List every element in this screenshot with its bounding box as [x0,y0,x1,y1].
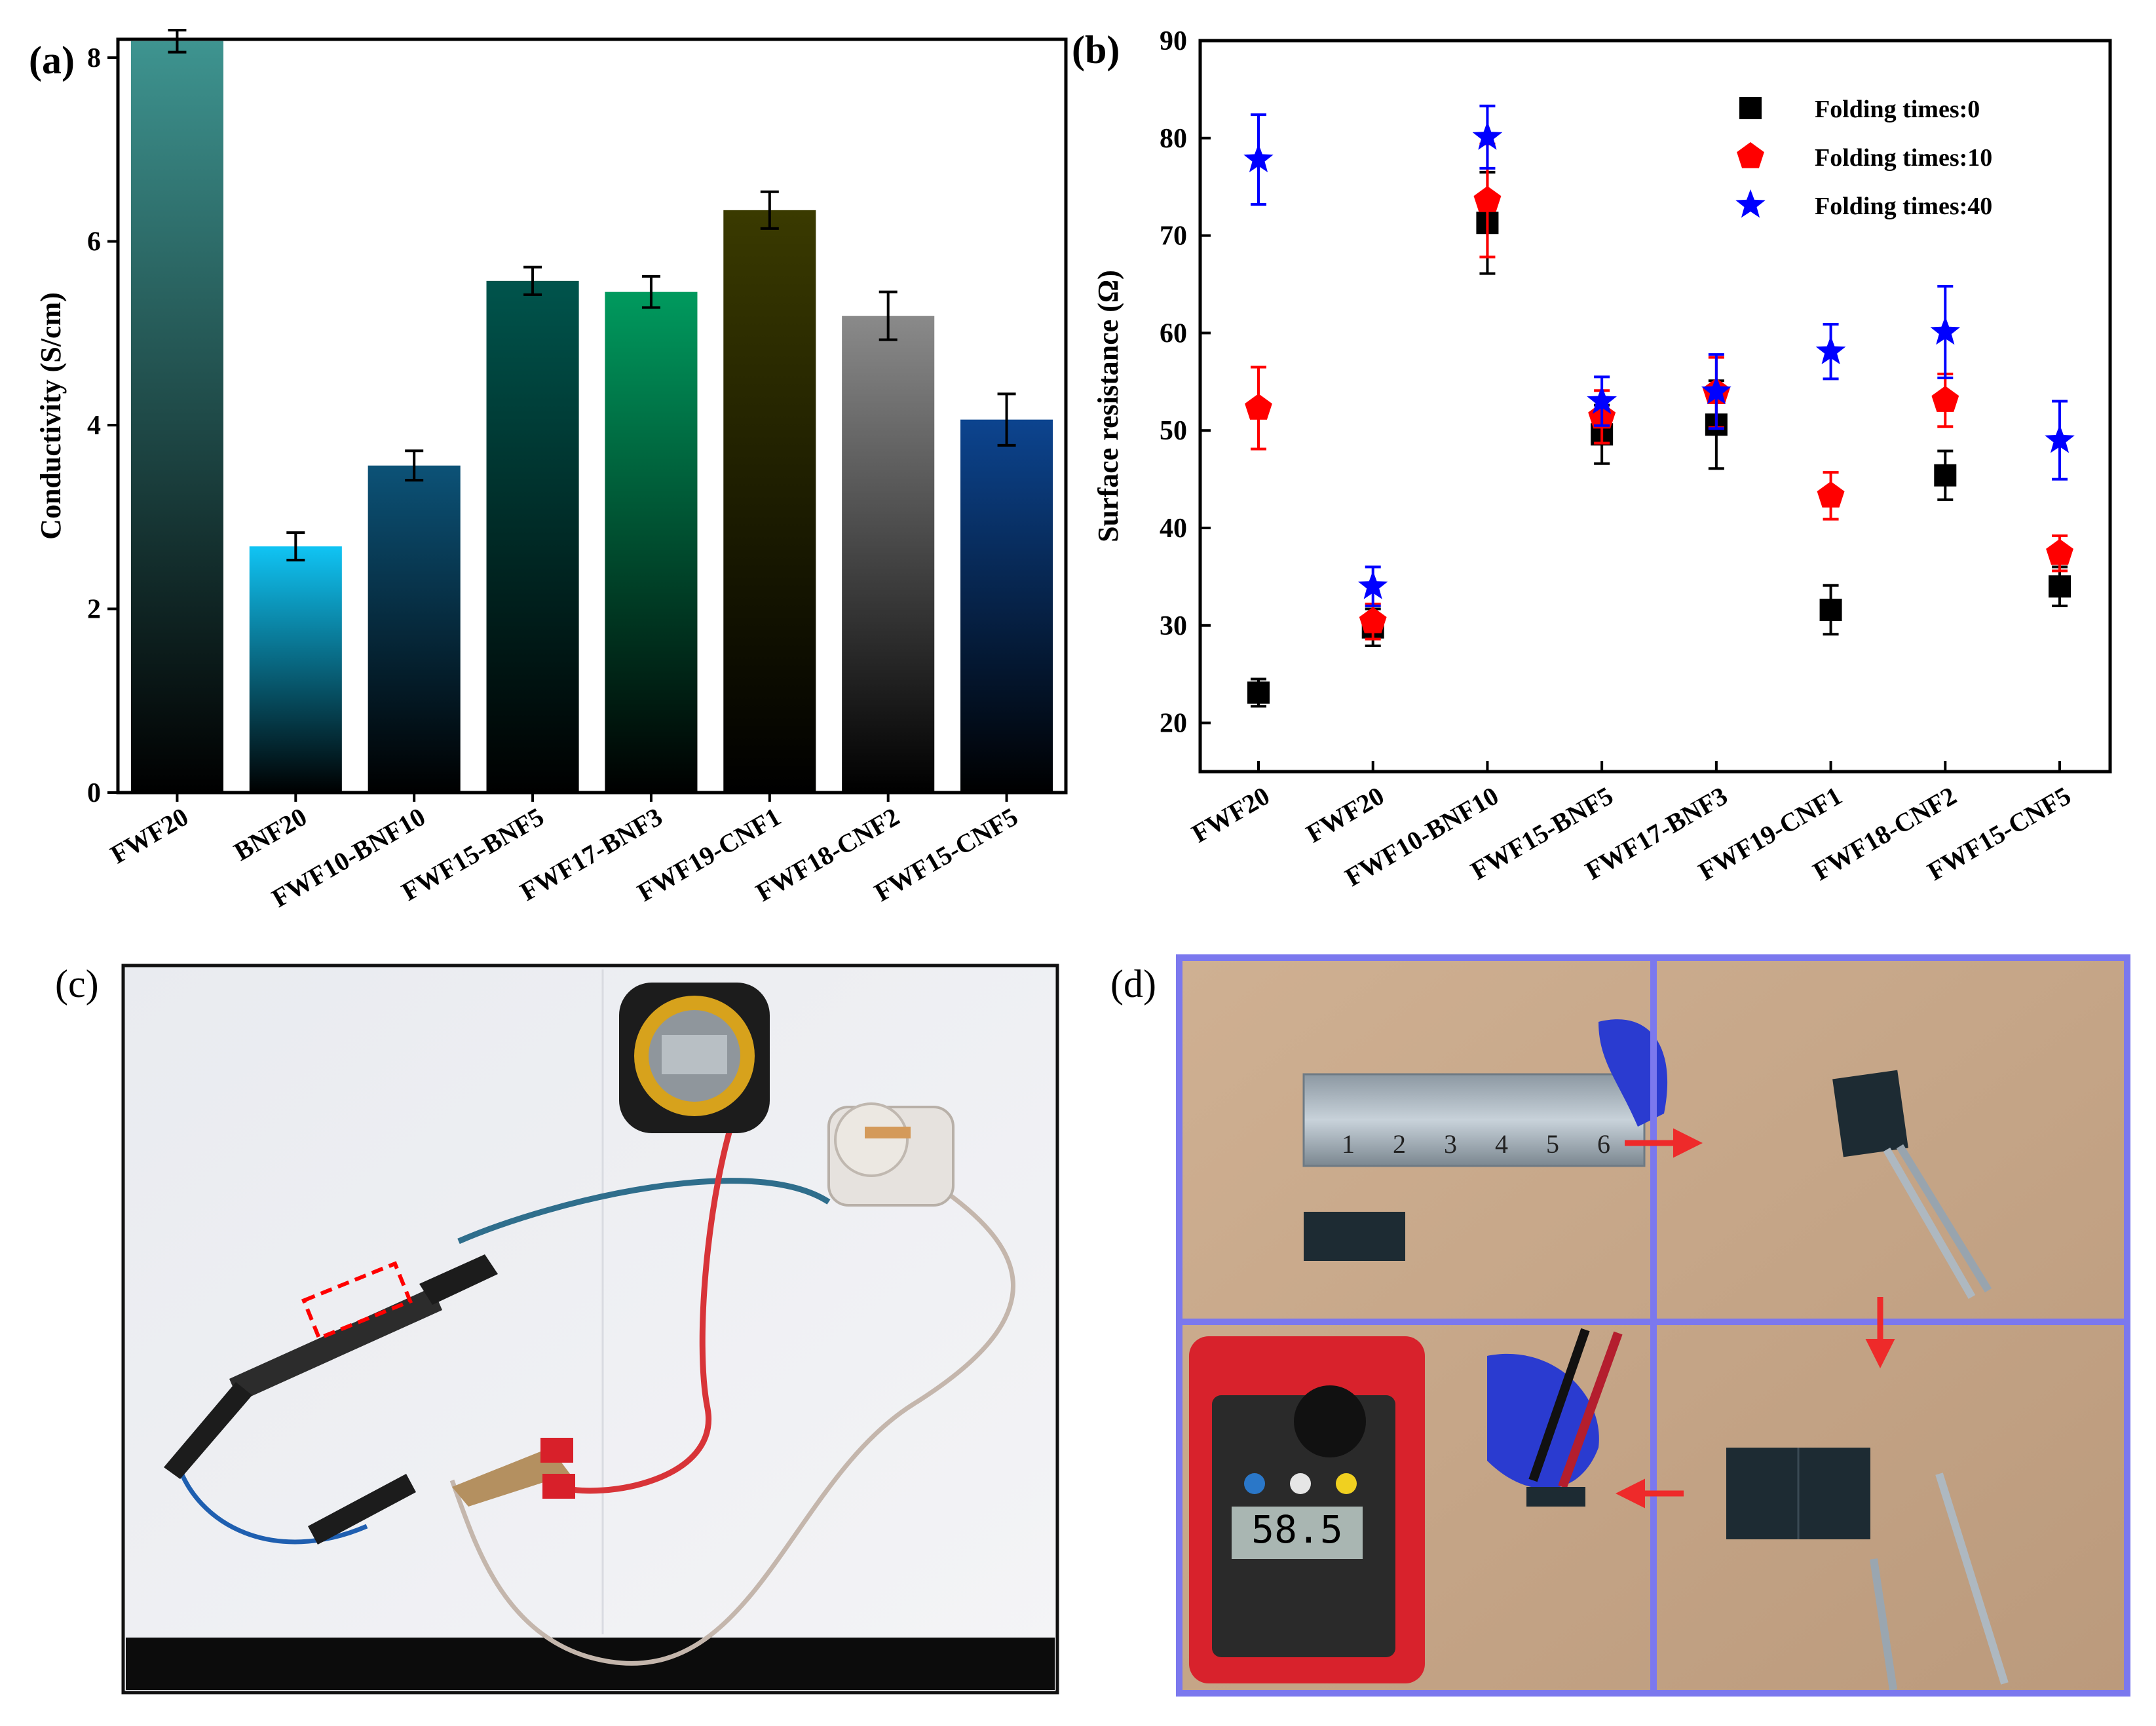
photo-multimeter: 58.5 [1189,1328,1623,1683]
legend-entry: Folding times:0 [1815,96,1980,123]
marker-square [1819,598,1842,621]
y-tick-label: 4 [87,411,101,441]
x-tick-label: FWF20 [105,802,193,869]
marker-star [1815,335,1846,365]
alligator-clip-left [164,1382,252,1479]
ruler-number: 2 [1393,1129,1406,1159]
marker-square [1247,681,1270,704]
x-tick-label: FWF20 [1301,781,1389,848]
y-tick-label: 2 [87,595,101,625]
y-tick-label: 80 [1160,124,1187,154]
y-tick-label: 60 [1160,318,1187,348]
bar [249,546,342,793]
plot-frame-b [1198,39,2112,774]
alligator-clip-top [419,1254,498,1305]
marker-pentagon [2046,538,2073,565]
marker-pentagon [1817,481,1845,508]
bar [723,210,816,793]
ruler-number: 1 [1342,1129,1355,1159]
marker-star [1587,385,1617,414]
black-table-edge [126,1638,1055,1690]
clear-wire [449,1184,1015,1666]
photo-grid-folding-test: (d) 1 2 3 4 5 6 58.5 [1110,954,2130,1697]
marker-pentagon [1931,386,1959,412]
photo-unfolded-sample [1726,1448,2009,1691]
y-axis-title-b: Surface resistance (Ω) [1092,270,1124,542]
bar [486,280,579,793]
composite-fiber-strip [229,1287,442,1402]
alligator-clip-bottom [308,1474,416,1545]
x-tick-label: BNF20 [229,802,311,867]
y-tick-label: 50 [1160,416,1187,446]
marker-star [1735,189,1766,218]
highlight-box [301,1261,413,1341]
plot-frame-a [116,37,1068,795]
y-tick-label: 8 [87,43,101,73]
marker-star [1243,143,1274,172]
y-tick-label: 6 [87,227,101,257]
marker-star [1930,316,1961,345]
y-tick-label: 90 [1160,26,1187,56]
y-tick-label: 30 [1160,611,1187,641]
marker-pentagon [1473,186,1502,212]
marker-pentagon [1245,394,1272,420]
legend-entry: Folding times:40 [1815,193,1992,220]
marker-star [1472,121,1503,150]
y-axis-title-a: Conductivity (S/cm) [35,292,67,540]
marker-pentagon [1359,607,1387,633]
x-tick-label: FWF20 [1186,781,1274,848]
blue-wire-bottom [174,1459,368,1545]
marker-star [1701,375,1731,405]
bar [960,419,1053,793]
marker-square [1934,464,1957,487]
marker-star [2045,424,2075,453]
panel-label-b: (b) [1072,28,1120,71]
marker-star [1357,571,1388,599]
photo-watch-circuit: (c) [55,962,1059,1695]
meter-reading: 58.5 [1251,1507,1343,1552]
red-clip-grip-2 [542,1474,575,1499]
blue-wire-top [457,1178,831,1245]
marker-square [2049,575,2071,598]
marker-pentagon [1737,142,1764,168]
photo-ruler-sample: 1 2 3 4 5 6 [1302,1019,1668,1261]
ruler-number: 5 [1546,1129,1559,1159]
red-clip-grip [540,1438,573,1463]
y-tick-label: 20 [1160,709,1187,739]
ruler-number: 6 [1597,1129,1610,1159]
legend: Folding times:0 Folding times:10 Folding t… [1735,96,1992,220]
ruler-number: 3 [1444,1129,1457,1159]
panel-label-d: (d) [1110,962,1156,1005]
legend-entry: Folding times:10 [1815,144,1992,172]
bar [842,316,935,793]
ruler-number: 4 [1495,1129,1508,1159]
generator [827,1102,955,1207]
photo-c-frame [121,964,1059,1695]
panel-label-c: (c) [55,962,99,1005]
bar [130,41,223,793]
red-wire [559,1106,740,1494]
panel-label-a: (a) [29,39,75,82]
y-tick-label: 70 [1160,221,1187,252]
bar [605,291,698,793]
y-tick-label: 40 [1160,514,1187,544]
marker-square [1739,97,1762,119]
y-tick-label: 0 [87,778,101,808]
watch [619,983,770,1133]
photo-folding-tweezers [1832,1070,1992,1300]
bar [368,465,461,793]
